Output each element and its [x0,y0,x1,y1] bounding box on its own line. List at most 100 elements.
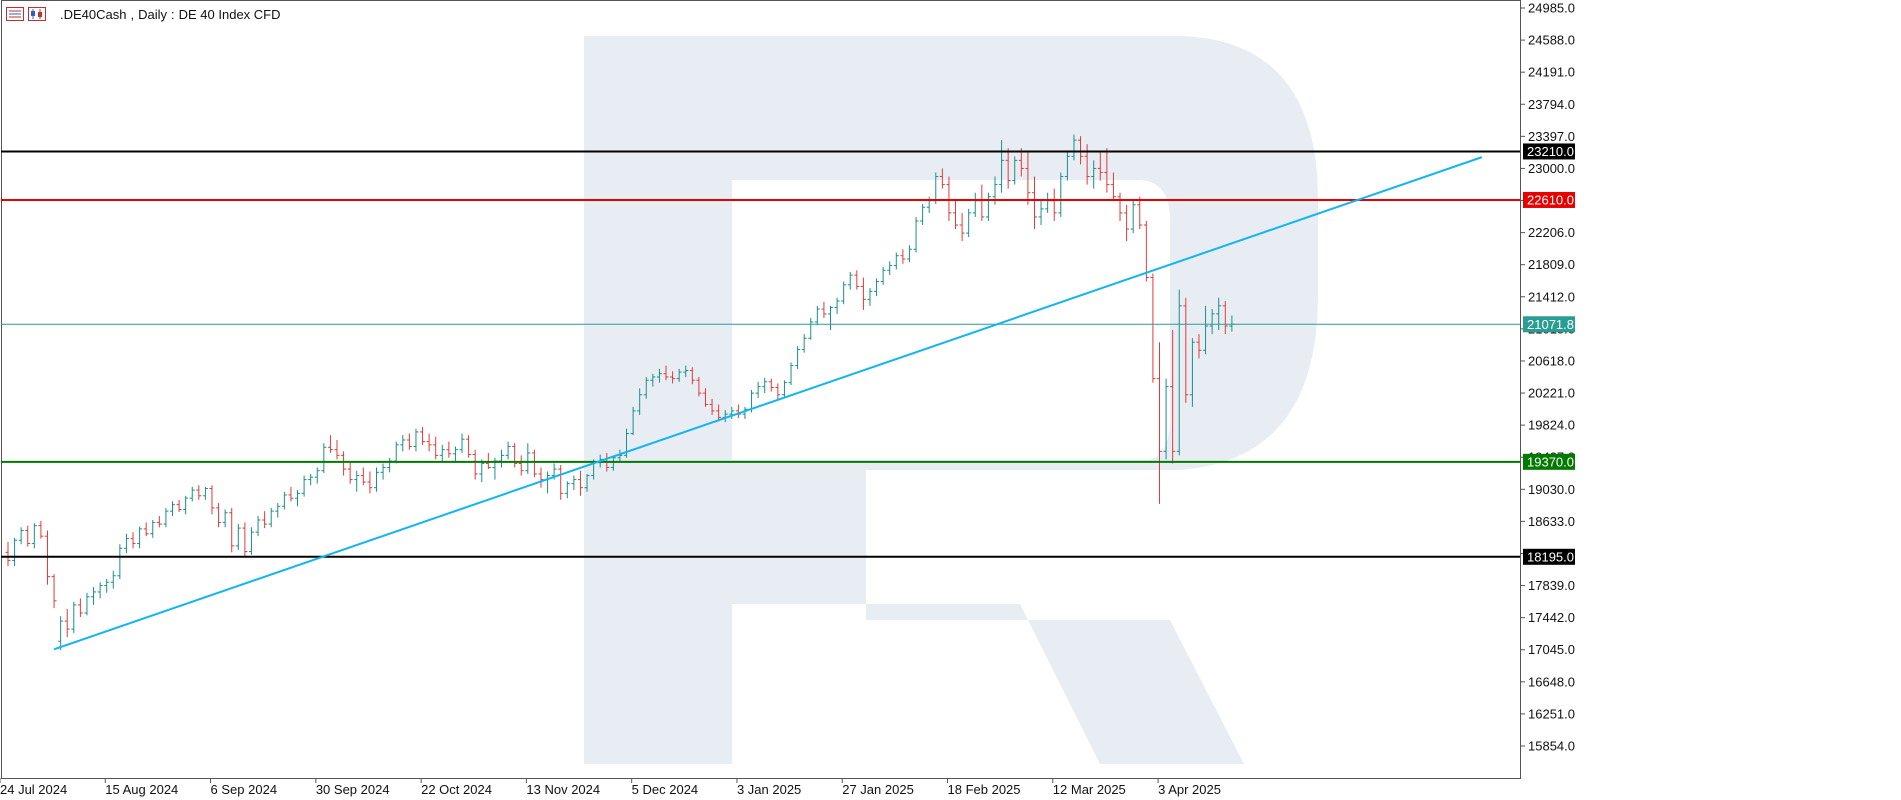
current-price-price-tag[interactable]: 21071.8 [1523,316,1575,333]
ohlc-bar [716,404,722,422]
ohlc-bar [887,261,893,276]
trendline[interactable] [53,156,1483,651]
price-tag-bg [1523,548,1575,565]
ohlc-bar [1117,192,1123,221]
ohlc-bar [321,443,327,474]
ohlc-bar [939,168,945,189]
ohlc-bar [1150,273,1156,383]
ohlc-bar [499,449,504,468]
bars-chart-icon[interactable] [6,7,24,21]
ohlc-bar [577,470,583,496]
price-tag-bg [1523,191,1575,208]
ohlc-bar [229,507,235,553]
support-green-price-tag[interactable]: 19370.0 [1523,453,1575,470]
ohlc-bar [1104,148,1110,193]
ohlc-bar [788,362,794,386]
ohlc-bar [91,587,97,605]
ohlc-bar [1051,188,1057,221]
ohlc-bar [104,579,110,593]
price-tick-label: 16648.0 [1528,674,1575,689]
ohlc-bar [295,490,301,507]
ohlc-bar [137,526,143,549]
ohlc-bar [834,297,840,314]
ohlc-bar [1097,152,1103,181]
ohlc-bar [828,305,833,331]
price-tick-label: 17442.0 [1528,610,1575,625]
ohlc-bar [893,252,899,270]
ohlc-bar [854,270,860,290]
time-tick-label: 3 Jan 2025 [737,782,801,797]
ohlc-bar [314,467,320,484]
ohlc-bar [637,388,643,415]
ohlc-bar [308,473,314,486]
ohlc-bar [163,507,169,528]
timeframe-label: Daily [138,6,168,22]
chart-header: .DE40Cash, Daily: DE 40 Index CFD [6,5,281,23]
ohlc-bar [248,527,254,555]
candles-chart-icon[interactable] [28,7,46,21]
price-tag-bg [1523,316,1575,333]
time-axis[interactable]: 24 Jul 2024 15 Aug 2024 6 Sep 2024 30 Sep 2… [0,778,1520,797]
ohlc-bar [400,435,406,452]
ohlc-bar [77,598,83,618]
ohlc-bar [1203,305,1209,355]
ohlc-bar [1071,134,1077,161]
ohlc-bar [1170,330,1176,464]
resistance-top-price-tag[interactable]: 23210.0 [1523,143,1575,160]
ohlc-bar [360,467,366,486]
price-tick-label: 24985.0 [1528,1,1575,16]
ohlc-bar [97,582,103,599]
ohlc-bar [301,475,307,497]
trendline-segment[interactable] [53,156,1483,651]
ohlc-bar [472,449,478,480]
price-tick-label: 23794.0 [1528,97,1575,112]
ohlc-bar [985,192,991,221]
ohlc-bar [512,443,518,468]
ohlc-bar [334,440,340,460]
ohlc-bar [58,616,64,651]
price-tag-bg [1523,453,1575,470]
ohlc-bar [696,376,702,397]
ohlc-bar [972,192,978,217]
ohlc-bar [466,435,472,458]
ohlc-bar [255,515,261,537]
ohlc-bar [12,537,18,567]
ohlc-bar [373,467,379,492]
ohlc-bar [5,541,11,567]
ohlc-bar [51,574,57,609]
price-tick-label: 16251.0 [1528,706,1575,721]
ohlc-bar [262,511,268,529]
ohlc-bar [1143,220,1149,282]
price-tick-label: 17839.0 [1528,578,1575,593]
ohlc-bar [222,509,228,528]
ohlc-bar [156,515,162,528]
time-tick-label: 15 Aug 2024 [105,782,178,797]
resistance-red-price-tag[interactable]: 22610.0 [1523,191,1575,208]
ohlc-bar [900,249,906,264]
ohlc-bar [380,463,386,480]
price-tick-label: 18633.0 [1528,514,1575,529]
ohlc-bar [1005,148,1011,189]
broker-logo-icon [584,36,1318,764]
ohlc-bar [1189,338,1195,407]
ohlc-bar [663,365,669,381]
ohlc-bar [676,368,682,382]
ohlc-bar [1130,200,1136,234]
ohlc-bar [1163,378,1169,460]
ohlc-bar [531,449,537,478]
time-tick-label: 24 Jul 2024 [0,782,67,797]
price-tick-label: 20221.0 [1528,386,1575,401]
ohlc-bar [564,481,570,499]
ohlc-bar [953,200,959,230]
ohlc-bar [946,176,952,221]
support-low-price-tag[interactable]: 18195.0 [1523,548,1575,565]
time-tick-label: 30 Sep 2024 [316,782,390,797]
ohlc-bar [196,485,202,500]
price-tick-label: 19030.0 [1528,482,1575,497]
ohlc-bar [525,443,531,474]
price-axis[interactable]: 24985.0 24588.0 24191.0 23794.0 23397.0 23000… [1520,1,1575,779]
ohlc-bar [183,495,189,515]
price-tick-label: 24588.0 [1528,33,1575,48]
